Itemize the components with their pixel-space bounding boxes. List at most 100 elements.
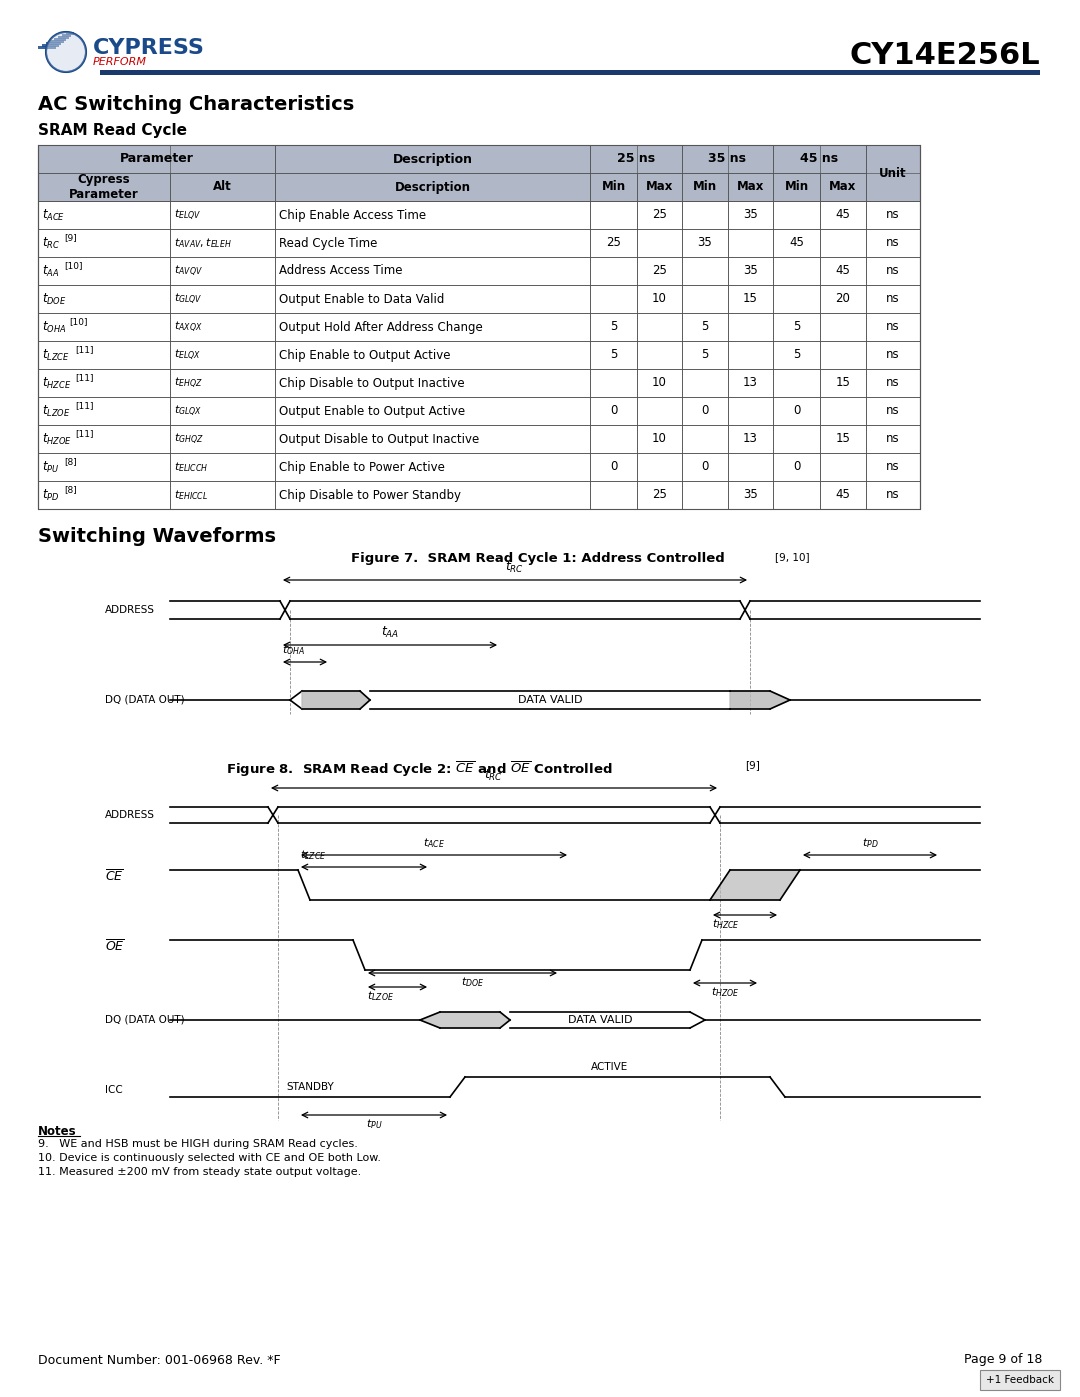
Bar (590, 257, 637, 285)
Text: [11]: [11] (75, 401, 94, 411)
Text: $t_{LZOE}$: $t_{LZOE}$ (42, 404, 70, 419)
Bar (866, 201, 920, 229)
Bar (866, 145, 920, 201)
Text: ns: ns (887, 461, 900, 474)
Text: 25: 25 (652, 489, 667, 502)
Bar (275, 313, 590, 341)
Text: Parameter: Parameter (120, 152, 193, 165)
Text: Notes: Notes (38, 1125, 77, 1139)
Text: DATA VALID: DATA VALID (517, 694, 582, 705)
Text: $t_{DOE}$: $t_{DOE}$ (42, 292, 67, 306)
Text: 45: 45 (789, 236, 804, 250)
Bar (820, 313, 866, 341)
Bar (590, 313, 637, 341)
Text: 15: 15 (743, 292, 758, 306)
Bar (38, 313, 170, 341)
Bar (38, 229, 170, 257)
Bar (637, 285, 681, 313)
Text: Chip Enable to Power Active: Chip Enable to Power Active (279, 461, 445, 474)
Text: 15: 15 (836, 377, 850, 390)
Bar (681, 369, 728, 397)
Bar (38, 145, 920, 509)
Bar (866, 453, 920, 481)
Text: $t_{AVAV}, t_{ELEH}$: $t_{AVAV}, t_{ELEH}$ (174, 236, 232, 250)
Text: ADDRESS: ADDRESS (105, 810, 156, 820)
Text: DQ (DATA OUT): DQ (DATA OUT) (105, 1016, 185, 1025)
Text: ns: ns (887, 489, 900, 502)
Bar (637, 369, 681, 397)
Bar (54, 38, 66, 41)
Text: Document Number: 001-06968 Rev. *F: Document Number: 001-06968 Rev. *F (38, 1354, 281, 1366)
Bar (773, 313, 820, 341)
Text: 10: 10 (652, 292, 667, 306)
Text: SRAM Read Cycle: SRAM Read Cycle (38, 123, 187, 137)
Text: [9, 10]: [9, 10] (775, 552, 810, 562)
Bar (637, 229, 681, 257)
Text: $\overline{OE}$: $\overline{OE}$ (105, 939, 124, 954)
Text: $t_{PU}$: $t_{PU}$ (42, 460, 59, 475)
Text: ns: ns (887, 320, 900, 334)
Bar (820, 481, 866, 509)
Bar (773, 453, 820, 481)
Bar (728, 313, 773, 341)
Text: ns: ns (887, 236, 900, 250)
Bar (728, 397, 773, 425)
Text: ACTIVE: ACTIVE (592, 1062, 629, 1071)
Text: 11. Measured ±200 mV from steady state output voltage.: 11. Measured ±200 mV from steady state o… (38, 1166, 361, 1178)
Bar (590, 201, 637, 229)
Text: Read Cycle Time: Read Cycle Time (279, 236, 377, 250)
Bar (170, 173, 275, 201)
Text: 35 ns: 35 ns (708, 152, 746, 165)
Text: 35: 35 (743, 264, 758, 278)
Text: Chip Disable to Power Standby: Chip Disable to Power Standby (279, 489, 461, 502)
Bar (681, 285, 728, 313)
Bar (773, 201, 820, 229)
Text: $t_{AA}$: $t_{AA}$ (42, 264, 59, 278)
Bar (38, 201, 170, 229)
Text: $t_{AA}$: $t_{AA}$ (381, 624, 400, 640)
Text: $t_{RC}$: $t_{RC}$ (42, 236, 60, 250)
Bar (866, 481, 920, 509)
Text: Max: Max (829, 180, 856, 194)
Polygon shape (710, 870, 800, 900)
Bar (773, 229, 820, 257)
Text: 25: 25 (652, 264, 667, 278)
Text: CYPRESS: CYPRESS (93, 38, 205, 59)
Bar (170, 313, 275, 341)
Text: ns: ns (887, 433, 900, 446)
Text: Output Disable to Output Inactive: Output Disable to Output Inactive (279, 433, 480, 446)
Text: [11]: [11] (75, 373, 94, 383)
Text: Page 9 of 18: Page 9 of 18 (963, 1354, 1042, 1366)
Text: [11]: [11] (75, 345, 94, 355)
Bar (681, 453, 728, 481)
Bar (170, 285, 275, 313)
Text: ns: ns (887, 348, 900, 362)
Text: 13: 13 (743, 377, 758, 390)
Text: $t_{ELQV}$: $t_{ELQV}$ (174, 207, 202, 222)
Bar (728, 425, 773, 453)
Bar (866, 229, 920, 257)
Text: $t_{AVQV}$: $t_{AVQV}$ (174, 264, 203, 278)
Text: $\overline{CE}$: $\overline{CE}$ (105, 869, 123, 884)
Circle shape (46, 32, 86, 73)
Text: Max: Max (737, 180, 765, 194)
Text: AC Switching Characteristics: AC Switching Characteristics (38, 95, 354, 115)
Text: 0: 0 (793, 405, 800, 418)
Bar (590, 173, 637, 201)
Text: $t_{GLQX}$: $t_{GLQX}$ (174, 404, 202, 419)
Text: Figure 7.  SRAM Read Cycle 1: Address Controlled: Figure 7. SRAM Read Cycle 1: Address Con… (351, 552, 729, 564)
Bar (820, 173, 866, 201)
Bar (590, 425, 637, 453)
Bar (773, 397, 820, 425)
Text: 5: 5 (701, 320, 708, 334)
Bar (275, 453, 590, 481)
Bar (681, 313, 728, 341)
Text: $t_{GLQV}$: $t_{GLQV}$ (174, 292, 203, 306)
Text: [10]: [10] (69, 317, 87, 327)
Text: $t_{LZOE}$: $t_{LZOE}$ (367, 989, 394, 1003)
Text: 45: 45 (836, 208, 850, 222)
Bar (170, 201, 275, 229)
Text: ns: ns (887, 292, 900, 306)
Bar (66, 32, 73, 35)
Bar (728, 173, 773, 201)
